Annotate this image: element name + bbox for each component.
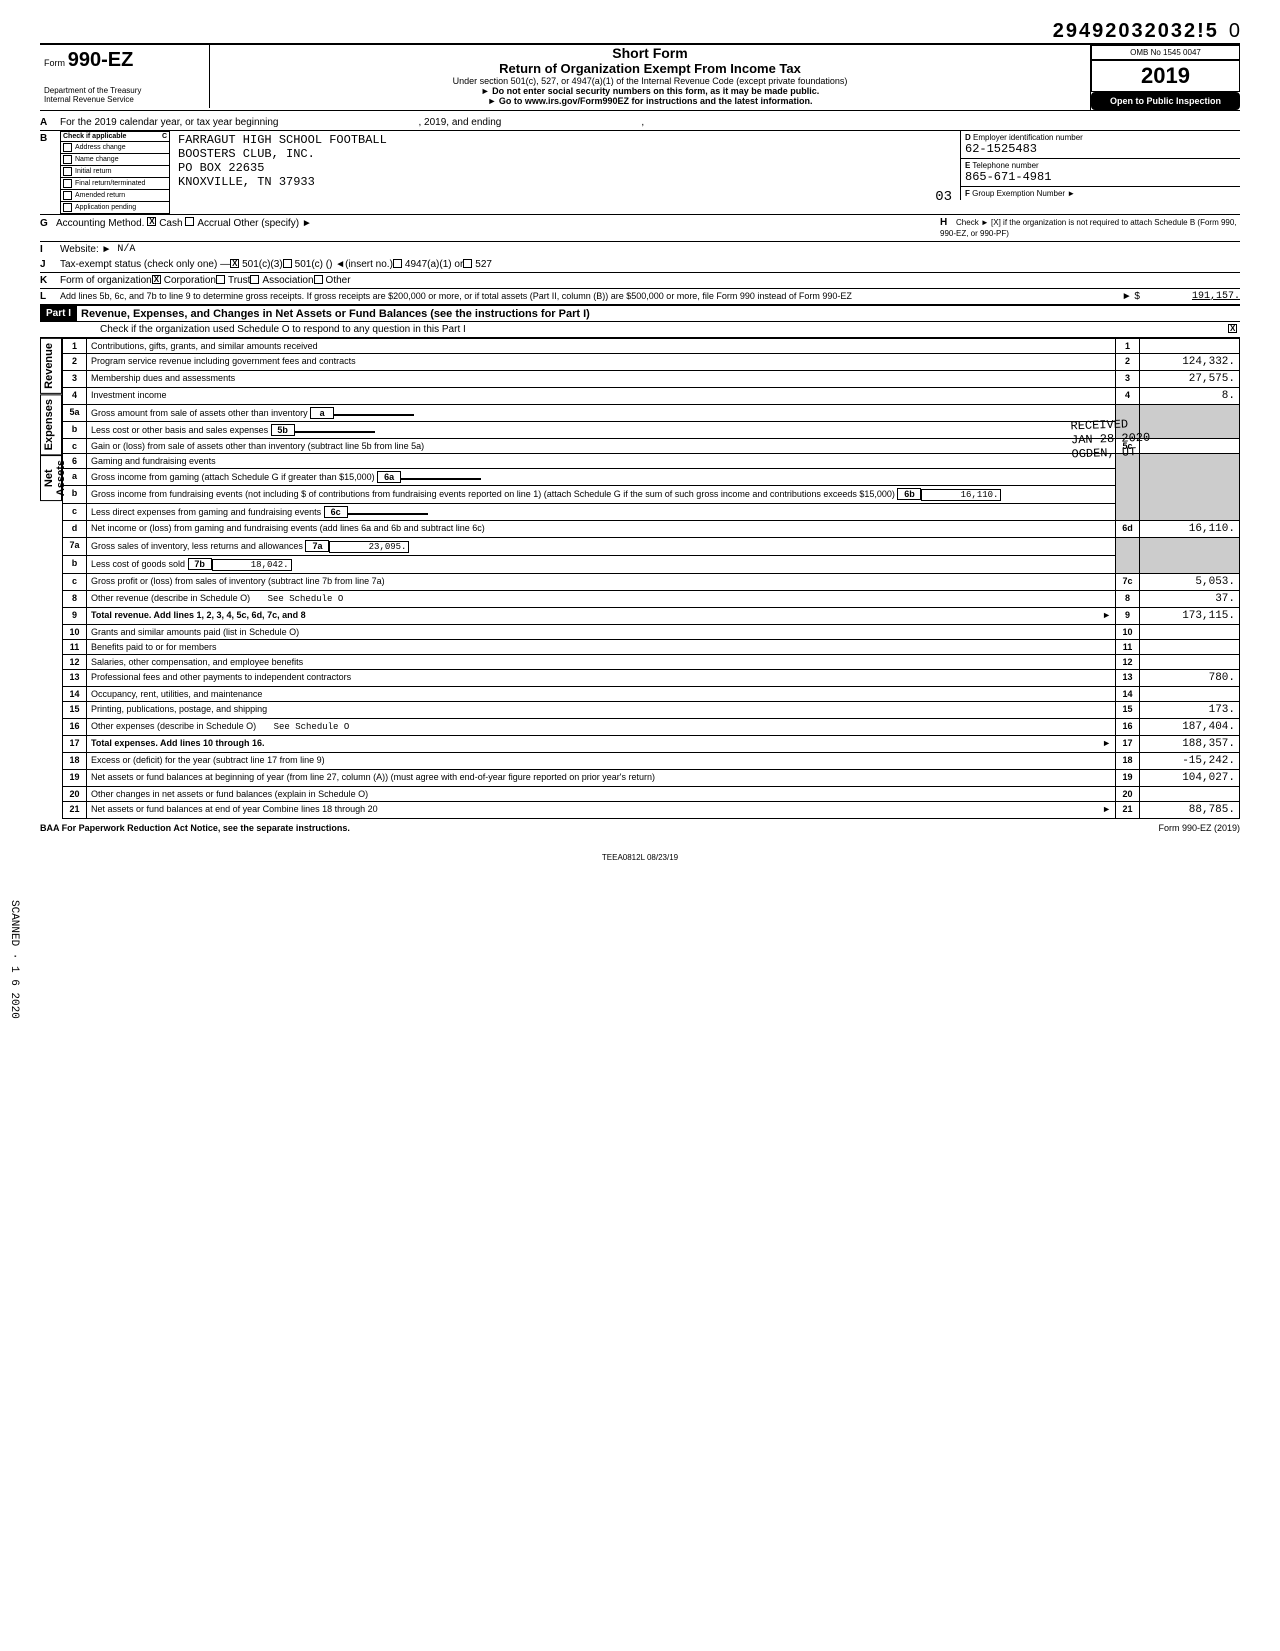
lbl-cash: Cash bbox=[159, 218, 182, 229]
cb-address-change[interactable] bbox=[63, 143, 72, 152]
line-a-text3: , bbox=[641, 117, 644, 128]
line-c-label: C bbox=[162, 133, 167, 140]
lbl-corporation: Corporation bbox=[164, 275, 216, 286]
org-addr2: KNOXVILLE, TN 37933 bbox=[178, 175, 952, 189]
line-l-text: Add lines 5b, 6c, and 7b to line 9 to de… bbox=[60, 291, 1122, 301]
open-public: Open to Public Inspection bbox=[1091, 92, 1240, 110]
tax-year: 2019 bbox=[1091, 60, 1240, 92]
dept-irs: Internal Revenue Service bbox=[44, 95, 205, 104]
form-prefix: Form bbox=[44, 58, 65, 68]
o3-mark: 03 bbox=[178, 189, 952, 205]
lbl-association: Association bbox=[262, 275, 313, 286]
cb-schedule-o[interactable] bbox=[1228, 324, 1237, 333]
org-name2: BOOSTERS CLUB, INC. bbox=[178, 147, 952, 161]
check-if-applicable: Check if applicable bbox=[63, 133, 126, 140]
line-l-value: 191,157. bbox=[1140, 291, 1240, 302]
goto-link: ► Go to www.irs.gov/Form990EZ for instru… bbox=[210, 96, 1090, 106]
section-revenue: Revenue bbox=[40, 338, 62, 394]
footer-form: Form 990-EZ (2019) bbox=[1158, 823, 1240, 833]
omb-number: OMB No 1545 0047 bbox=[1091, 45, 1240, 60]
lbl-accrual: Accrual bbox=[197, 218, 230, 229]
org-block: FARRAGUT HIGH SCHOOL FOOTBALL BOOSTERS C… bbox=[170, 131, 960, 207]
part1-title: Revenue, Expenses, and Changes in Net As… bbox=[81, 308, 590, 320]
lbl-insert-no: ) ◄(insert no.) bbox=[329, 259, 393, 270]
part1-sub: Check if the organization used Schedule … bbox=[100, 324, 466, 335]
line-f-label: F bbox=[965, 189, 970, 198]
line-h-label: H bbox=[940, 217, 947, 228]
cb-application-pending[interactable] bbox=[63, 203, 72, 212]
line-j-text: Tax-exempt status (check only one) — bbox=[60, 259, 230, 270]
footer-teea: TEEA0812L 08/23/19 bbox=[40, 853, 1240, 862]
line-a-text2: , 2019, and ending bbox=[418, 117, 501, 128]
dept-treasury: Department of the Treasury bbox=[44, 86, 205, 95]
org-name1: FARRAGUT HIGH SCHOOL FOOTBALL bbox=[178, 133, 952, 147]
lbl-name-change: Name change bbox=[75, 156, 119, 163]
website-value: N/A bbox=[117, 244, 135, 255]
cb-name-change[interactable] bbox=[63, 155, 72, 164]
cb-cash[interactable] bbox=[147, 217, 156, 226]
lbl-amended-return: Amended return bbox=[75, 192, 125, 199]
cb-initial-return[interactable] bbox=[63, 167, 72, 176]
form-number: 990-EZ bbox=[68, 49, 134, 71]
cb-other-org[interactable] bbox=[314, 275, 323, 284]
cb-final-return[interactable] bbox=[63, 179, 72, 188]
cb-corporation[interactable] bbox=[152, 275, 161, 284]
footer-baa: BAA For Paperwork Reduction Act Notice, … bbox=[40, 823, 350, 833]
line-g-text: Accounting Method. bbox=[56, 218, 144, 229]
lbl-527: 527 bbox=[475, 259, 492, 270]
line-f-text: Group Exemption Number ► bbox=[972, 189, 1075, 198]
lbl-501c3: 501(c)(3) bbox=[242, 259, 283, 270]
ssn-warning: ► Do not enter social security numbers o… bbox=[210, 86, 1090, 96]
right-column: D Employer identification number62-15254… bbox=[960, 131, 1240, 200]
cb-trust[interactable] bbox=[216, 275, 225, 284]
line-k-text: Form of organization bbox=[60, 275, 152, 286]
stamp-suffix: 0 bbox=[1229, 20, 1240, 43]
lbl-initial-return: Initial return bbox=[75, 168, 112, 175]
lbl-final-return: Final return/terminated bbox=[75, 180, 145, 187]
cb-accrual[interactable] bbox=[185, 217, 194, 226]
title-under: Under section 501(c), 527, or 4947(a)(1)… bbox=[210, 76, 1090, 86]
stamp-received: RECEIVED JAN 28 2020 OGDEN, UT bbox=[1070, 417, 1151, 462]
line-a-text1: For the 2019 calendar year, or tax year … bbox=[60, 117, 278, 128]
lbl-trust: Trust bbox=[228, 275, 250, 286]
cb-501c3[interactable] bbox=[230, 259, 239, 268]
cb-amended-return[interactable] bbox=[63, 191, 72, 200]
line-d-text: Employer identification number bbox=[973, 133, 1083, 142]
lbl-other-org: Other bbox=[326, 275, 351, 286]
line-i-text: Website: ► bbox=[60, 244, 111, 255]
line-i-label: I bbox=[40, 244, 54, 255]
lbl-501c: 501(c) ( bbox=[295, 259, 329, 270]
cb-association[interactable] bbox=[250, 275, 259, 284]
section-expenses: Expenses bbox=[40, 394, 62, 455]
lbl-4947: 4947(a)(1) or bbox=[405, 259, 463, 270]
title-return: Return of Organization Exempt From Incom… bbox=[210, 61, 1090, 76]
title-short-form: Short Form bbox=[210, 45, 1090, 61]
lbl-other-specify: Other (specify) ► bbox=[233, 218, 311, 229]
lbl-application-pending: Application pending bbox=[75, 204, 136, 211]
ein-value: 62-1525483 bbox=[965, 142, 1037, 156]
line-j-label: J bbox=[40, 259, 54, 270]
line-g-label: G bbox=[40, 218, 48, 229]
cb-4947[interactable] bbox=[393, 259, 402, 268]
line-h-text: Check ► [X] if the organization is not r… bbox=[940, 218, 1237, 238]
section-netassets: Net Assets bbox=[40, 455, 62, 501]
line-a-label: A bbox=[40, 117, 54, 128]
line-b-label: B bbox=[40, 131, 54, 144]
lbl-address-change: Address change bbox=[75, 144, 126, 151]
lines-table: 1Contributions, gifts, grants, and simil… bbox=[62, 338, 1240, 819]
org-addr1: PO BOX 22635 bbox=[178, 161, 952, 175]
part1-header: Part I bbox=[40, 306, 77, 321]
cb-501c[interactable] bbox=[283, 259, 292, 268]
line-e-text: Telephone number bbox=[972, 161, 1038, 170]
stamp-number: 29492032032!5 bbox=[1053, 20, 1219, 43]
line-e-label: E bbox=[965, 161, 970, 170]
line-l-label: L bbox=[40, 291, 54, 302]
phone-value: 865-671-4981 bbox=[965, 170, 1051, 184]
check-applicable-column: Check if applicable C Address change Name… bbox=[60, 131, 170, 214]
cb-527[interactable] bbox=[463, 259, 472, 268]
line-d-label: D bbox=[965, 133, 971, 142]
line-l-arrow: ► $ bbox=[1122, 291, 1140, 302]
side-scanned: SCANNED · 1 6 2020 bbox=[8, 900, 20, 1019]
line-k-label: K bbox=[40, 275, 54, 286]
